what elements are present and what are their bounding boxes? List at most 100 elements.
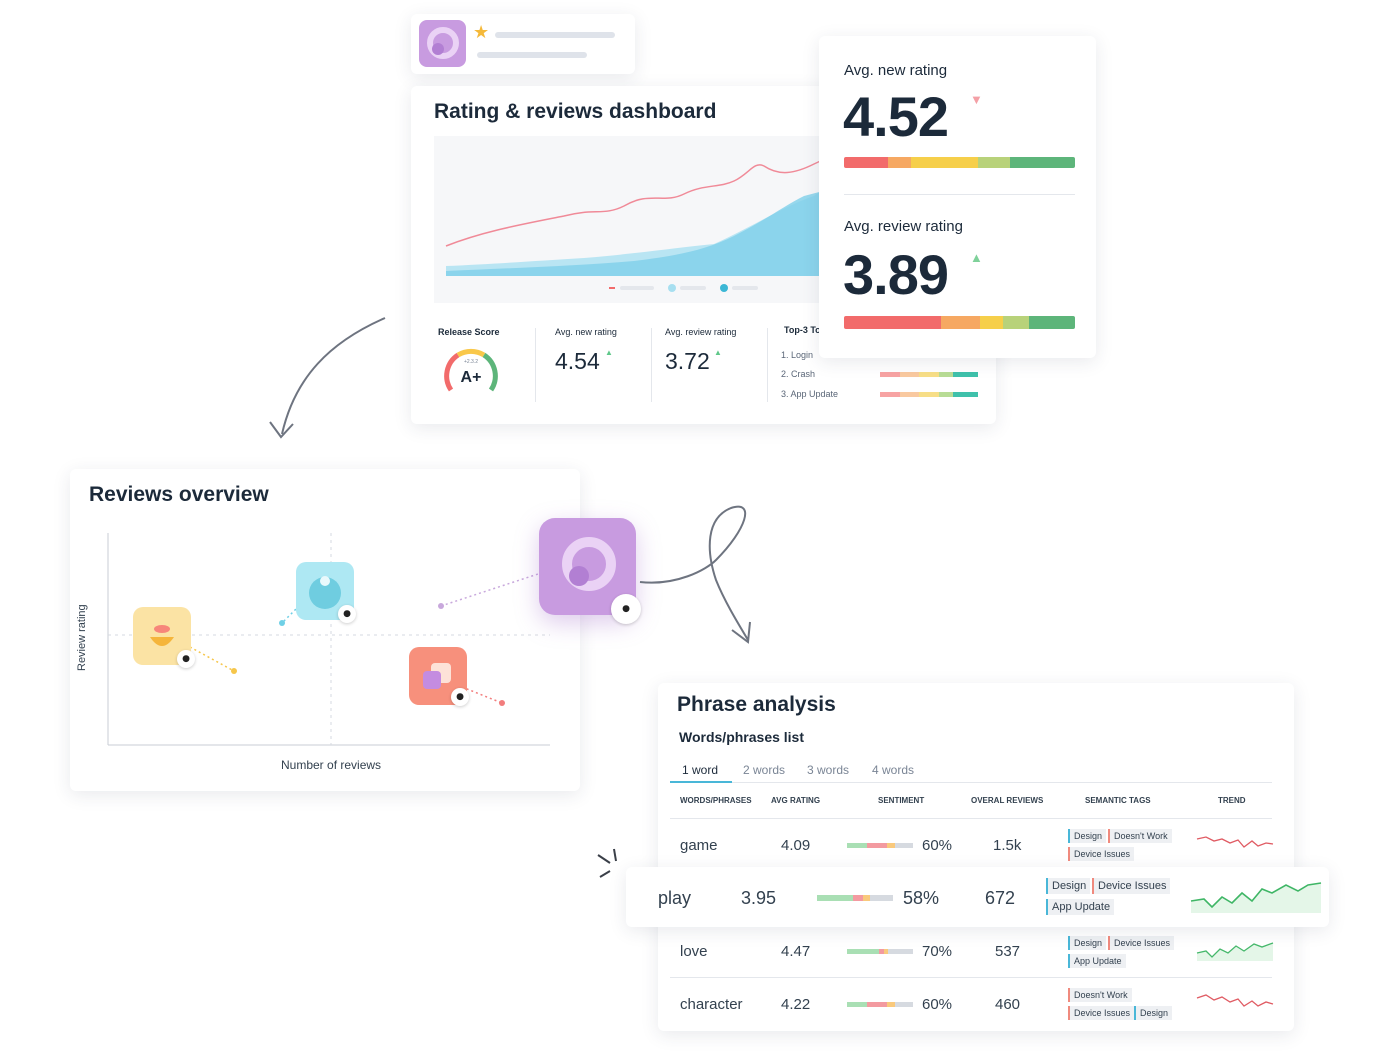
release-score-label: Release Score	[438, 327, 500, 337]
highlighted-table-row[interactable]: play 3.95 58% 672 Design Device Issues A…	[626, 867, 1329, 927]
avg-new-rating-value: 4.52	[843, 85, 949, 148]
semantic-tag[interactable]: Design	[1134, 1006, 1173, 1020]
rating-distribution-bar	[844, 157, 1075, 168]
tab-3-words[interactable]: 3 words	[807, 763, 850, 777]
placeholder-line	[495, 32, 615, 38]
tab-2-words[interactable]: 2 words	[743, 763, 786, 777]
release-score-version: +2.3.2	[463, 359, 479, 365]
row-sentiment-pct: 60%	[922, 996, 953, 1013]
row-review-count: 672	[985, 888, 1016, 908]
row-word[interactable]: play	[658, 888, 692, 908]
semantic-tag[interactable]: Device Issues	[1068, 847, 1135, 861]
row-avg-rating: 4.47	[781, 943, 811, 960]
col-header-avg-rating[interactable]: AVG RATING	[771, 796, 821, 805]
semantic-tag[interactable]: Device Issues	[1068, 1006, 1135, 1020]
tab-1-word[interactable]: 1 word	[682, 763, 719, 777]
avg-review-rating-label: Avg. review rating	[665, 327, 737, 337]
trend-sparkline	[1196, 836, 1274, 848]
col-header-trend[interactable]: TREND	[1218, 796, 1246, 805]
col-header-semantic-tags[interactable]: SEMANTIC TAGS	[1085, 796, 1151, 805]
semantic-tag[interactable]: Design	[1068, 936, 1107, 950]
col-header-words[interactable]: WORDS/PHRASES	[680, 796, 752, 805]
topic-sentiment-bar	[880, 372, 978, 377]
sentiment-bar	[847, 1002, 913, 1007]
row-divider	[670, 818, 1272, 819]
curved-arrow-icon	[269, 317, 386, 439]
avg-new-rating-value: 4.54	[555, 348, 600, 374]
topic-item: 1. Login	[781, 350, 814, 360]
row-divider	[670, 977, 1272, 978]
trend-up-icon: ▲	[605, 348, 613, 357]
row-sentiment-pct: 60%	[922, 837, 953, 854]
star-icon: ★	[473, 22, 490, 42]
loop-arrow-icon	[639, 505, 751, 644]
avg-review-rating-value: 3.72	[665, 348, 710, 374]
trend-up-icon: ▲	[714, 348, 722, 357]
trend-down-icon: ▼	[970, 92, 983, 107]
avg-review-rating-value: 3.89	[843, 243, 949, 306]
row-word[interactable]: game	[680, 837, 718, 854]
main-app-icon[interactable]: ●	[539, 518, 641, 624]
row-word[interactable]: character	[680, 996, 743, 1013]
dashboard-area-chart	[434, 136, 854, 303]
row-avg-rating: 4.22	[781, 996, 811, 1013]
trend-sparkline	[1196, 942, 1274, 961]
semantic-tag[interactable]: Design	[1046, 878, 1091, 894]
topic-sentiment-bar	[880, 392, 978, 397]
tab-4-words[interactable]: 4 words	[872, 763, 915, 777]
top3-topics-label: Top-3 Topics	[784, 325, 839, 335]
topic-item: 2. Crash	[781, 369, 816, 379]
row-avg-rating: 3.95	[741, 888, 777, 908]
semantic-tag[interactable]: App Update	[1046, 899, 1115, 915]
apple-icon: ●	[338, 605, 356, 623]
phrase-list-subtitle: Words/phrases list	[679, 729, 805, 745]
active-tab-indicator	[670, 781, 732, 783]
semantic-tag[interactable]: Device Issues	[1108, 936, 1175, 950]
tab-divider	[670, 782, 1272, 783]
col-header-sentiment[interactable]: SENTIMENT	[878, 796, 925, 805]
semantic-tag[interactable]: Design	[1068, 829, 1107, 843]
phrase-analysis-card: Phrase analysis Words/phrases list 1 wor…	[658, 683, 1294, 1031]
divider	[651, 328, 652, 402]
row-review-count: 1.5k	[993, 837, 1022, 854]
semantic-tag[interactable]: App Update	[1068, 954, 1126, 968]
semantic-tag[interactable]: Doesn't Work	[1068, 988, 1132, 1002]
divider	[767, 328, 768, 402]
sentiment-bar	[847, 949, 913, 954]
placeholder-line	[477, 52, 587, 58]
trend-up-icon: ▲	[970, 250, 983, 265]
x-axis-label: Number of reviews	[281, 758, 382, 772]
release-score-gauge: +2.3.2 A+	[440, 343, 502, 405]
row-review-count: 537	[995, 943, 1021, 960]
topic-item: 3. App Update	[781, 389, 839, 399]
row-word[interactable]: love	[680, 943, 708, 960]
col-header-reviews[interactable]: OVERAL REVIEWS	[971, 796, 1044, 805]
app-header-strip: ★	[411, 14, 635, 74]
row-review-count: 460	[995, 996, 1021, 1013]
dashboard-title: Rating & reviews dashboard	[434, 100, 717, 123]
apple-icon: ●	[611, 594, 641, 624]
divider	[844, 194, 1075, 195]
sentiment-bar	[847, 843, 913, 848]
connector-line	[438, 573, 539, 609]
row-sentiment-pct: 58%	[903, 888, 940, 908]
avg-review-rating-label: Avg. review rating	[844, 218, 963, 235]
apple-icon: ●	[177, 650, 195, 668]
rating-distribution-bar	[844, 316, 1075, 329]
avg-rating-card: Avg. new rating 4.52 ▼ Avg. review ratin…	[819, 36, 1096, 358]
row-sentiment-pct: 70%	[922, 943, 953, 960]
app-icon[interactable]	[419, 20, 466, 67]
reviews-overview-card: Reviews overview Review rating Number of…	[70, 469, 580, 791]
app-bubble[interactable]: ●	[409, 647, 469, 706]
phrase-analysis-title: Phrase analysis	[677, 693, 836, 716]
apple-icon: ●	[451, 688, 469, 706]
semantic-tag[interactable]: Doesn't Work	[1108, 829, 1172, 843]
trend-sparkline	[1190, 882, 1322, 913]
semantic-tag[interactable]: Device Issues	[1092, 878, 1171, 894]
y-axis-label: Review rating	[76, 604, 88, 671]
trend-sparkline	[1196, 994, 1274, 1007]
row-avg-rating: 4.09	[781, 837, 811, 854]
app-bubble[interactable]: ●	[133, 607, 195, 668]
app-bubble[interactable]: ●	[296, 562, 356, 623]
sparkle-icon	[597, 848, 617, 878]
